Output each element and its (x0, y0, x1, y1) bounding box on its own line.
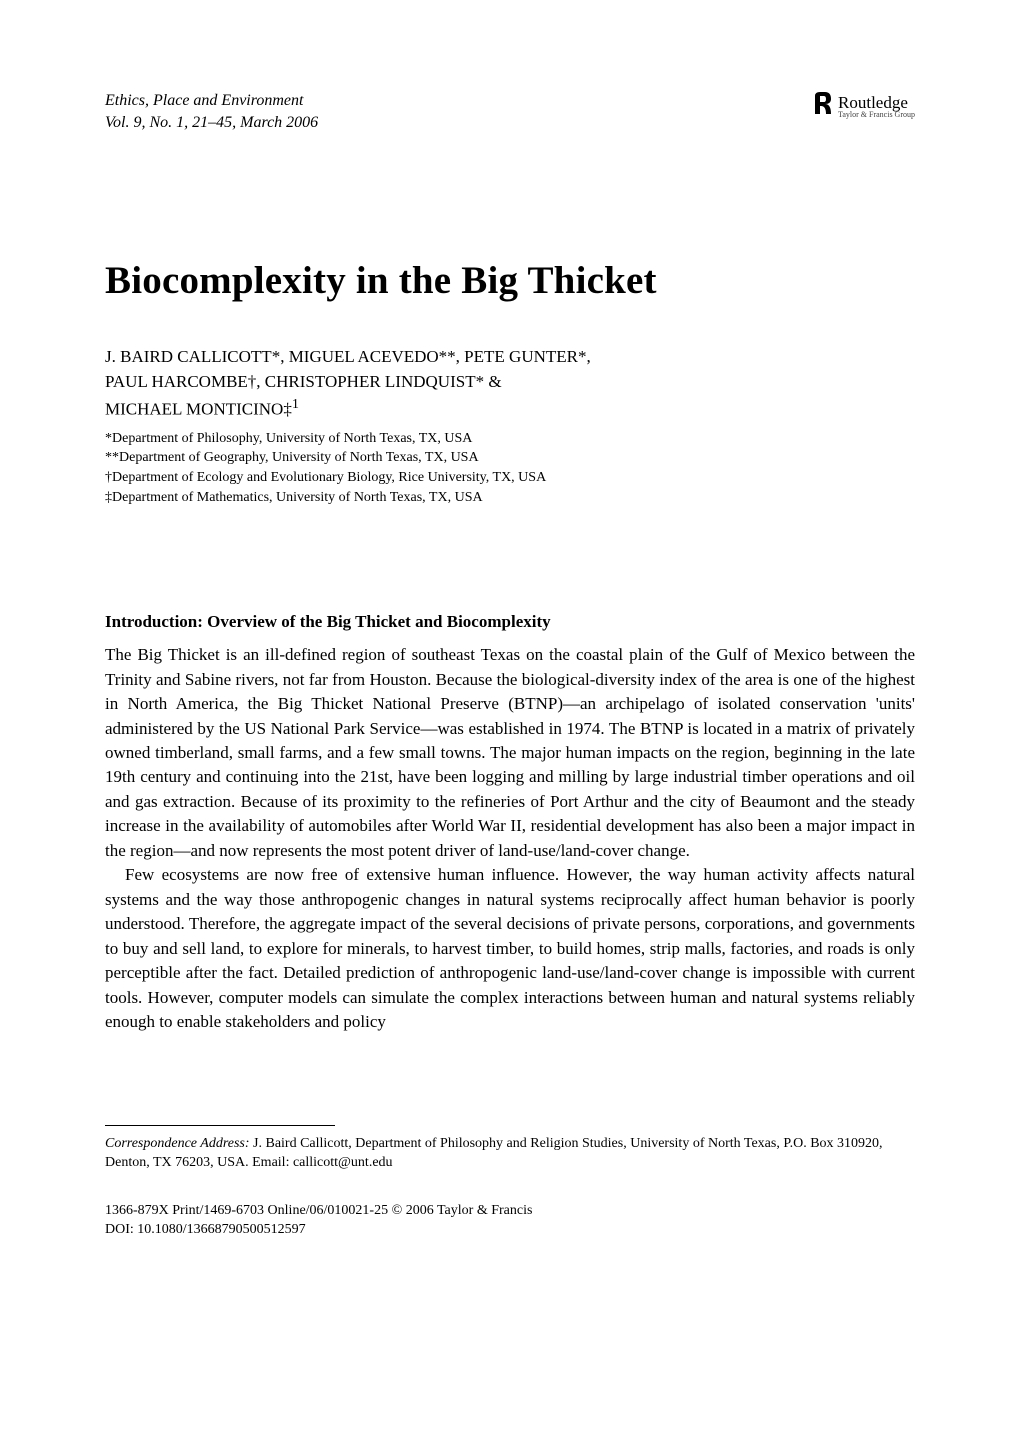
correspondence-address: Correspondence Address: J. Baird Callico… (105, 1134, 915, 1173)
journal-name: Ethics, Place and Environment (105, 90, 318, 112)
paragraph-2: Few ecosystems are now free of extensive… (105, 863, 915, 1034)
article-title: Biocomplexity in the Big Thicket (105, 258, 915, 303)
paragraph-1: The Big Thicket is an ill-defined region… (105, 643, 915, 863)
doi-line: DOI: 10.1080/13668790500512597 (105, 1220, 915, 1240)
footer-divider (105, 1125, 335, 1126)
affiliations: *Department of Philosophy, University of… (105, 429, 915, 507)
routledge-logo-icon (812, 90, 834, 123)
author-line-1: J. BAIRD CALLICOTT*, MIGUEL ACEVEDO**, P… (105, 345, 915, 370)
section-intro: Introduction: Overview of the Big Thicke… (105, 612, 915, 1035)
footer-meta: 1366-879X Print/1469-6703 Online/06/0100… (105, 1201, 915, 1240)
publisher-text: Routledge Taylor & Francis Group (838, 94, 915, 119)
author-line-3: MICHAEL MONTICINO‡1 (105, 394, 915, 422)
issn-line: 1366-879X Print/1469-6703 Online/06/0100… (105, 1201, 915, 1221)
header-row: Ethics, Place and Environment Vol. 9, No… (105, 90, 915, 133)
journal-volume: Vol. 9, No. 1, 21–45, March 2006 (105, 112, 318, 134)
affiliation-2: **Department of Geography, University of… (105, 448, 915, 468)
affiliation-4: ‡Department of Mathematics, University o… (105, 488, 915, 508)
publisher-logo: Routledge Taylor & Francis Group (812, 90, 915, 123)
author-list: J. BAIRD CALLICOTT*, MIGUEL ACEVEDO**, P… (105, 345, 915, 423)
author-line-2: PAUL HARCOMBE†, CHRISTOPHER LINDQUIST* & (105, 370, 915, 395)
affiliation-1: *Department of Philosophy, University of… (105, 429, 915, 449)
correspondence-label: Correspondence Address: (105, 1136, 250, 1151)
publisher-tagline: Taylor & Francis Group (838, 111, 915, 119)
affiliation-3: †Department of Ecology and Evolutionary … (105, 468, 915, 488)
journal-info: Ethics, Place and Environment Vol. 9, No… (105, 90, 318, 133)
publisher-name: Routledge (838, 94, 915, 111)
section-heading: Introduction: Overview of the Big Thicke… (105, 612, 915, 632)
